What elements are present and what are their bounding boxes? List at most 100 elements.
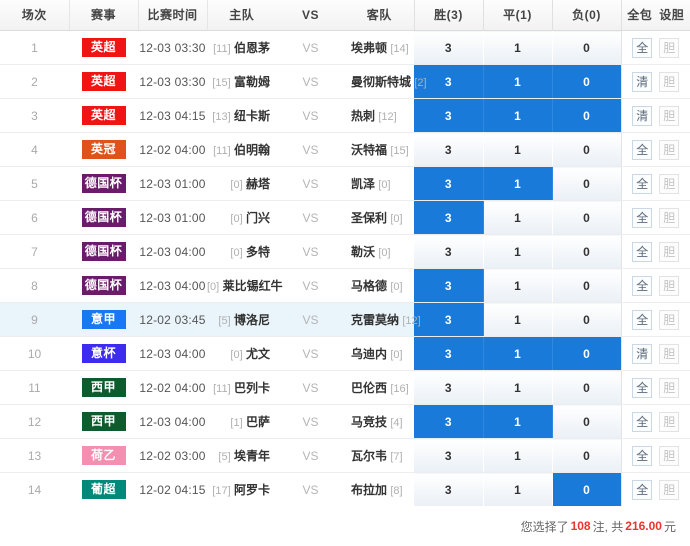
odds-cell-lose[interactable]: 0 <box>552 438 622 473</box>
odds-cell-lose[interactable]: 0 <box>552 268 622 303</box>
vs-label: VS <box>276 268 345 303</box>
odds-cell-win[interactable]: 3 <box>414 302 484 337</box>
toggle-all-button[interactable]: 清 <box>632 343 653 364</box>
row-sequence: 10 <box>0 336 69 371</box>
banker-button[interactable]: 胆 <box>659 37 680 58</box>
odds-cell-win[interactable]: 3 <box>414 166 484 201</box>
home-team-rank: [0] <box>230 247 243 259</box>
row-sequence: 2 <box>0 64 69 99</box>
row-sequence: 7 <box>0 234 69 269</box>
row-tools: 全胆 <box>621 404 690 439</box>
table-row: 3 英超 12-03 04:15 [13] 纽卡斯 VS 热刺 [12] 3 1 0 清胆 <box>0 98 690 133</box>
odds-cell-win[interactable]: 3 <box>414 30 484 65</box>
toggle-all-button[interactable]: 全 <box>632 309 653 330</box>
odds-cell-win[interactable]: 3 <box>414 234 484 269</box>
row-tools: 全胆 <box>621 268 690 303</box>
odds-cell-win[interactable]: 3 <box>414 336 484 371</box>
home-team-rank: [17] <box>212 485 231 497</box>
odds-cell-draw[interactable]: 1 <box>483 472 553 507</box>
home-team-rank: [0] <box>230 349 243 361</box>
odds-cell-win[interactable]: 3 <box>414 370 484 405</box>
odds-cell-draw[interactable]: 1 <box>483 234 553 269</box>
toggle-all-button[interactable]: 全 <box>632 139 653 160</box>
odds-cell-lose[interactable]: 0 <box>552 98 622 133</box>
odds-cell-lose[interactable]: 0 <box>552 30 622 65</box>
odds-cell-lose[interactable]: 0 <box>552 404 622 439</box>
odds-cell-win[interactable]: 3 <box>414 98 484 133</box>
toggle-all-button[interactable]: 全 <box>632 241 653 262</box>
toggle-all-button[interactable]: 全 <box>632 377 653 398</box>
toggle-all-button[interactable]: 全 <box>632 479 653 500</box>
away-team-cell: 埃弗顿 [14] <box>345 30 414 65</box>
banker-button[interactable]: 胆 <box>659 139 680 160</box>
odds-cell-draw[interactable]: 1 <box>483 98 553 133</box>
odds-cell-win[interactable]: 3 <box>414 472 484 507</box>
odds-cell-lose[interactable]: 0 <box>552 64 622 99</box>
odds-cell-draw[interactable]: 1 <box>483 404 553 439</box>
odds-cell-win[interactable]: 3 <box>414 268 484 303</box>
odds-cell-draw[interactable]: 1 <box>483 370 553 405</box>
banker-button[interactable]: 胆 <box>659 207 680 228</box>
odds-cell-lose[interactable]: 0 <box>552 336 622 371</box>
header-away: 客队 <box>345 0 415 31</box>
home-team-rank: [0] <box>230 213 243 225</box>
odds-cell-draw[interactable]: 1 <box>483 166 553 201</box>
header-time: 比赛时间 <box>138 0 208 31</box>
banker-button[interactable]: 胆 <box>659 71 680 92</box>
odds-cell-lose[interactable]: 0 <box>552 302 622 337</box>
away-team-name: 曼彻斯特城 <box>351 75 412 89</box>
odds-cell-win[interactable]: 3 <box>414 438 484 473</box>
banker-button[interactable]: 胆 <box>659 275 680 296</box>
league-badge-cell: 德国杯 <box>69 268 138 303</box>
banker-button[interactable]: 胆 <box>659 309 680 330</box>
odds-cell-draw[interactable]: 1 <box>483 336 553 371</box>
odds-cell-draw[interactable]: 1 <box>483 30 553 65</box>
odds-cell-draw[interactable]: 1 <box>483 64 553 99</box>
toggle-all-button[interactable]: 全 <box>632 207 653 228</box>
banker-button[interactable]: 胆 <box>659 411 680 432</box>
odds-cell-lose[interactable]: 0 <box>552 472 622 507</box>
banker-button[interactable]: 胆 <box>659 241 680 262</box>
toggle-all-button[interactable]: 清 <box>632 71 653 92</box>
home-team-rank: [5] <box>218 315 231 327</box>
odds-cell-lose[interactable]: 0 <box>552 132 622 167</box>
odds-cell-lose[interactable]: 0 <box>552 234 622 269</box>
odds-cell-draw[interactable]: 1 <box>483 132 553 167</box>
toggle-all-button[interactable]: 全 <box>632 173 653 194</box>
match-time: 12-03 04:00 <box>138 234 207 269</box>
vs-label: VS <box>276 302 345 337</box>
toggle-all-button[interactable]: 全 <box>632 275 653 296</box>
toggle-all-button[interactable]: 全 <box>632 411 653 432</box>
toggle-all-button[interactable]: 清 <box>632 105 653 126</box>
odds-cell-lose[interactable]: 0 <box>552 166 622 201</box>
banker-button[interactable]: 胆 <box>659 377 680 398</box>
odds-cell-win[interactable]: 3 <box>414 132 484 167</box>
away-team-rank: [12] <box>378 111 397 123</box>
row-sequence: 6 <box>0 200 69 235</box>
odds-cell-draw[interactable]: 1 <box>483 268 553 303</box>
odds-cell-win[interactable]: 3 <box>414 404 484 439</box>
odds-cell-lose[interactable]: 0 <box>552 370 622 405</box>
odds-cell-draw[interactable]: 1 <box>483 438 553 473</box>
odds-cell-draw[interactable]: 1 <box>483 200 553 235</box>
banker-button[interactable]: 胆 <box>659 445 680 466</box>
odds-cell-draw[interactable]: 1 <box>483 302 553 337</box>
odds-cell-lose[interactable]: 0 <box>552 200 622 235</box>
banker-button[interactable]: 胆 <box>659 343 680 364</box>
row-sequence: 3 <box>0 98 69 133</box>
banker-button[interactable]: 胆 <box>659 479 680 500</box>
match-time: 12-03 04:15 <box>138 98 207 133</box>
away-team-name: 马竞技 <box>351 415 388 429</box>
toggle-all-button[interactable]: 全 <box>632 37 653 58</box>
league-badge-cell: 英冠 <box>69 132 138 167</box>
odds-cell-win[interactable]: 3 <box>414 64 484 99</box>
vs-label: VS <box>276 166 345 201</box>
banker-button[interactable]: 胆 <box>659 105 680 126</box>
table-row: 1 英超 12-03 03:30 [11] 伯恩茅 VS 埃弗顿 [14] 3 1 0 全胆 <box>0 30 690 65</box>
odds-cell-win[interactable]: 3 <box>414 200 484 235</box>
banker-button[interactable]: 胆 <box>659 173 680 194</box>
away-team-cell: 沃特福 [15] <box>345 132 414 167</box>
match-time: 12-02 03:00 <box>138 438 207 473</box>
league-badge: 意杯 <box>81 344 126 363</box>
toggle-all-button[interactable]: 全 <box>632 445 653 466</box>
